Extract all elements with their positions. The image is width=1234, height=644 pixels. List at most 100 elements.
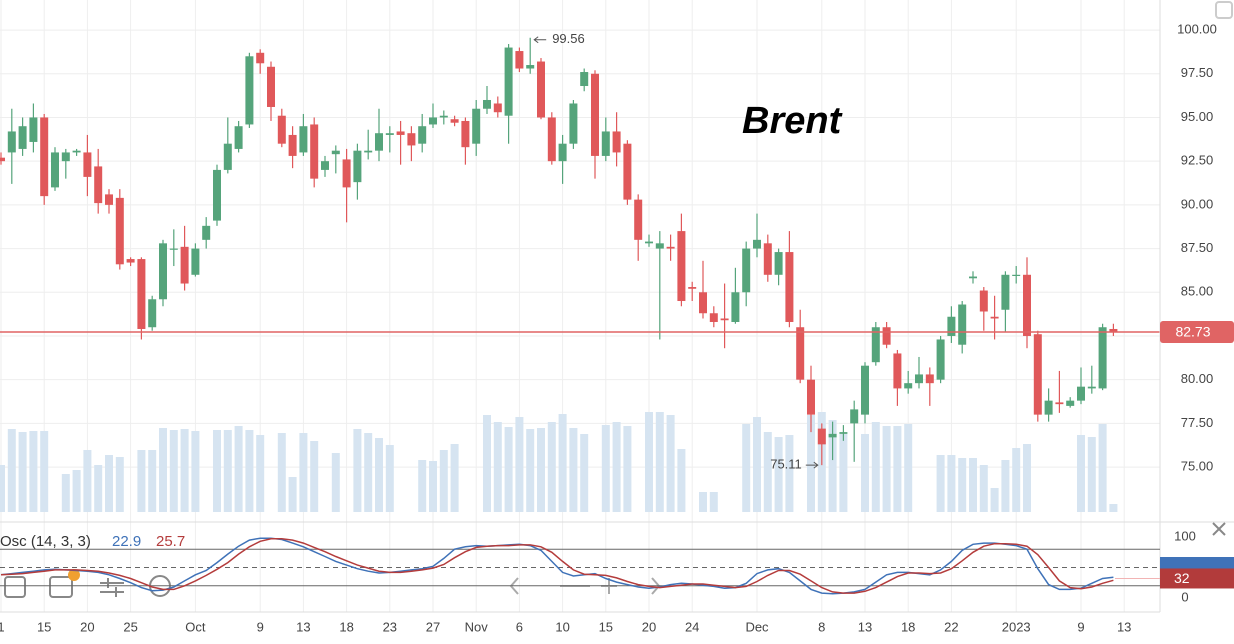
x-tick-label: 13: [296, 619, 310, 634]
candle-body: [1001, 274, 1010, 310]
candle-body: [245, 56, 254, 125]
candle-body: [396, 131, 405, 135]
volume-bar: [439, 450, 448, 512]
candle-body: [202, 225, 211, 240]
candle-body: [807, 379, 815, 415]
volume-bar: [83, 450, 92, 512]
candle-body: [169, 248, 178, 250]
volume-bar: [105, 455, 113, 512]
price-tag-label: 82.73: [1175, 324, 1210, 340]
candle-body: [1109, 328, 1118, 332]
candle-body: [450, 119, 459, 123]
badge: [68, 569, 80, 581]
x-tick-label: 18: [339, 619, 353, 634]
candle-body: [40, 117, 49, 197]
osc-readout: 22.9: [112, 533, 141, 550]
volume-bar: [936, 455, 945, 512]
candle-body: [861, 365, 869, 415]
candle-body: [1044, 400, 1053, 415]
volume-bar: [947, 455, 956, 512]
candle-body: [29, 117, 38, 142]
volume-bar: [904, 424, 913, 512]
candle-body: [947, 316, 956, 336]
volume-bar: [159, 428, 167, 512]
candle-body: [137, 259, 146, 329]
toolbar-icon[interactable]: [100, 578, 124, 597]
extreme-arrow: [533, 36, 547, 44]
candle-body: [418, 126, 427, 144]
candle-body: [277, 115, 286, 144]
candle-body: [1098, 327, 1107, 389]
candle-body: [958, 304, 967, 345]
volume-bar: [861, 434, 869, 512]
x-tick-label: 8: [818, 619, 825, 634]
candle-body: [18, 126, 27, 149]
candle-body: [148, 299, 157, 328]
settings-icon[interactable]: [1215, 1, 1233, 19]
volume-bar: [990, 488, 999, 512]
candle-body: [817, 428, 826, 445]
y-tick-label: 87.50: [1181, 240, 1214, 255]
y-tick-label: 85.00: [1181, 284, 1214, 299]
candle-body: [731, 292, 740, 322]
x-tick-label: 15: [37, 619, 51, 634]
candle-body: [1077, 386, 1085, 401]
candle-body: [213, 169, 221, 221]
candle-body: [839, 432, 848, 434]
candle-body: [904, 383, 913, 389]
x-tick-label: 24: [685, 619, 699, 634]
x-tick-label: 2023: [1002, 619, 1031, 634]
volume-bar: [753, 417, 761, 512]
candle-body: [634, 199, 643, 240]
volume-bar: [493, 422, 502, 512]
x-tick-label: 9: [1077, 619, 1084, 634]
candle-body: [785, 252, 794, 322]
candle-body: [105, 194, 113, 205]
volume-bar: [893, 426, 902, 512]
y-tick-label: 95.00: [1181, 109, 1214, 124]
y-tick-label: 75.00: [1181, 459, 1214, 474]
candle-body: [7, 131, 16, 153]
x-tick-label: Oct: [185, 619, 206, 634]
candle-body: [601, 131, 610, 156]
candle-body: [623, 143, 632, 200]
chart-title: Brent: [742, 100, 843, 142]
toolbar-icon[interactable]: [4, 576, 26, 598]
candles: [0, 37, 1160, 466]
candle-body: [709, 313, 718, 322]
volume-bar: [385, 445, 394, 512]
candle-body: [115, 197, 124, 265]
volume-bar: [1077, 435, 1085, 512]
y-tick-label: 90.00: [1181, 196, 1214, 211]
candle-body: [1066, 400, 1075, 406]
candle-body: [655, 243, 664, 249]
y-tick-label: 100: [1174, 528, 1196, 543]
candle-body: [0, 157, 5, 162]
candle-body: [871, 327, 880, 363]
volume-bar: [18, 432, 27, 512]
close-button[interactable]: [1212, 522, 1226, 536]
y-tick-label: 92.50: [1181, 153, 1214, 168]
candle-body: [267, 66, 275, 107]
volume-bar: [569, 428, 578, 512]
candle-body: [385, 133, 394, 135]
volume-bar: [29, 431, 38, 512]
x-tick-label: 6: [516, 619, 523, 634]
x-tick-label: 10: [555, 619, 569, 634]
candle-body: [72, 150, 81, 153]
candle-body: [969, 276, 977, 279]
x-tick-label: 15: [599, 619, 613, 634]
volume-bar: [148, 450, 157, 512]
toolbar-icon[interactable]: [49, 576, 73, 598]
y-tick-label: 0: [1181, 589, 1188, 604]
volume-bar: [504, 427, 513, 512]
volume-bar: [979, 465, 988, 512]
x-tick-label: 1: [0, 619, 5, 634]
candle-body: [299, 126, 308, 153]
candle-body: [342, 159, 351, 188]
candle-body: [461, 120, 470, 148]
volume-bar: [526, 429, 535, 512]
candle-body: [493, 103, 502, 113]
volume-bar: [375, 438, 383, 512]
volume-bar: [1012, 448, 1021, 512]
